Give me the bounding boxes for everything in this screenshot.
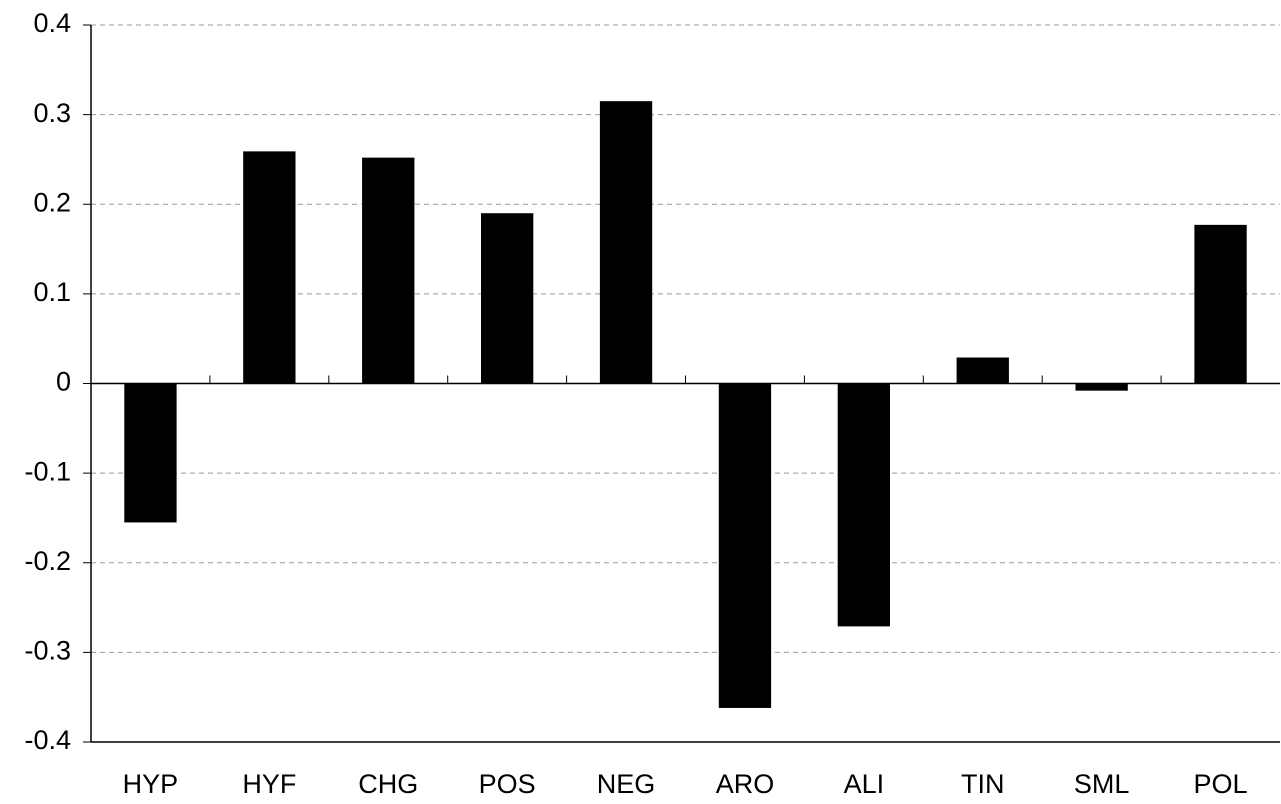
bar: [362, 157, 415, 384]
x-tick-label: NEG: [597, 769, 656, 799]
y-tick-label: -0.1: [24, 456, 71, 486]
x-tick-label: POS: [479, 769, 536, 799]
x-tick-label: SML: [1074, 769, 1130, 799]
y-tick-label: -0.3: [24, 636, 71, 666]
y-tick-label: 0: [56, 367, 71, 397]
bar: [243, 151, 296, 384]
bar: [1194, 224, 1247, 384]
bar: [1075, 383, 1128, 391]
x-tick-label: CHG: [358, 769, 418, 799]
bar: [599, 101, 653, 384]
x-tick-label: ALI: [844, 769, 885, 799]
x-tick-label: HYP: [123, 769, 179, 799]
bar: [837, 383, 891, 627]
x-tick-label: HYF: [242, 769, 296, 799]
y-tick-label: 0.3: [33, 98, 71, 128]
bar: [956, 357, 1009, 384]
bar: [480, 213, 534, 384]
x-tick-label: TIN: [961, 769, 1005, 799]
y-tick-label: 0.4: [33, 8, 71, 38]
y-tick-label: -0.4: [24, 725, 71, 755]
y-tick-label: 0.2: [33, 187, 71, 217]
y-tick-label: 0.1: [33, 277, 71, 307]
x-tick-label: ARO: [716, 769, 775, 799]
x-tick-label: POL: [1194, 769, 1248, 799]
bar: [124, 383, 177, 523]
y-tick-label: -0.2: [24, 546, 71, 576]
bar: [718, 383, 772, 708]
